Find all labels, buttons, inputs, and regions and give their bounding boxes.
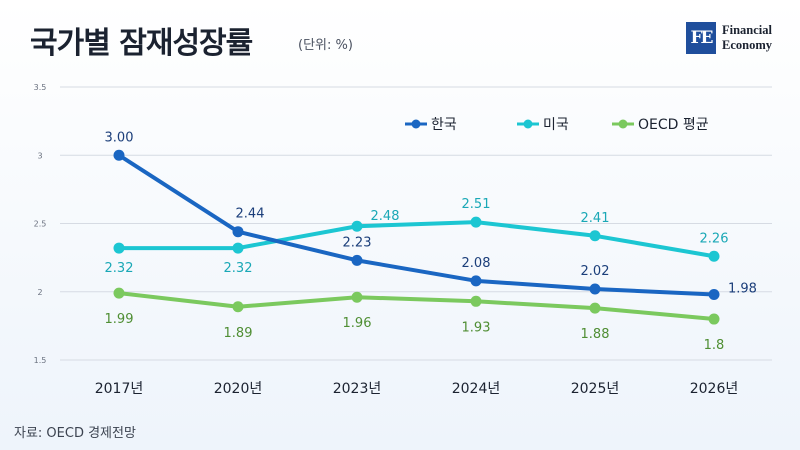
data-point — [351, 220, 363, 232]
legend-swatch-marker — [411, 119, 421, 129]
legend-swatch-marker — [523, 119, 533, 129]
legend-swatch-marker — [618, 119, 628, 129]
data-label: 1.89 — [224, 326, 253, 341]
data-label: 2.48 — [371, 209, 400, 224]
x-tick-label: 2017년 — [95, 381, 144, 397]
x-tick-label: 2020년 — [214, 381, 263, 397]
data-label: 1.88 — [581, 327, 610, 342]
data-label: 2.23 — [343, 235, 372, 250]
y-tick-label: 1.5 — [34, 356, 47, 365]
data-label: 1.8 — [704, 338, 725, 353]
data-point — [708, 250, 720, 262]
chart-title: 국가별 잠재성장률 — [30, 26, 253, 61]
data-label: 2.02 — [581, 264, 610, 279]
data-label: 2.41 — [581, 211, 610, 226]
data-label: 1.93 — [462, 320, 491, 335]
data-point — [589, 230, 601, 242]
series-line — [117, 291, 716, 322]
data-label: 1.96 — [343, 316, 372, 331]
logo-text: Financial Economy — [722, 23, 772, 53]
y-tick-label: 2 — [37, 288, 42, 297]
legend-label: 미국 — [543, 117, 569, 133]
data-point — [232, 226, 244, 238]
source-note: 자료: OECD 경제전망 — [14, 426, 136, 441]
data-point — [351, 291, 363, 303]
data-label: 2.44 — [236, 207, 265, 222]
y-tick-label: 3.5 — [34, 83, 47, 92]
data-point — [589, 283, 601, 295]
data-label: 2.32 — [224, 261, 253, 276]
financial-economy-logo: FE Financial Economy — [686, 22, 772, 54]
data-label: 1.99 — [105, 312, 134, 327]
y-tick-label: 3 — [37, 151, 42, 160]
data-point — [232, 242, 244, 254]
data-point — [708, 288, 720, 300]
data-label: 2.32 — [105, 261, 134, 276]
data-point — [708, 313, 720, 325]
data-point — [113, 149, 125, 161]
data-point — [113, 242, 125, 254]
data-point — [470, 295, 482, 307]
series-line — [117, 153, 716, 297]
data-label: 2.51 — [462, 197, 491, 212]
data-label: 3.00 — [105, 130, 134, 145]
data-point — [232, 301, 244, 313]
logo-text-line1: Financial — [722, 23, 773, 37]
unit-label: (단위: %) — [298, 38, 353, 53]
data-point — [351, 254, 363, 266]
x-tick-label: 2023년 — [333, 381, 382, 397]
data-point — [113, 287, 125, 299]
data-label: 1.98 — [728, 281, 757, 296]
logo-text-line2: Economy — [722, 38, 772, 52]
x-tick-label: 2024년 — [452, 381, 501, 397]
x-tick-label: 2025년 — [571, 381, 620, 397]
x-tick-label: 2026년 — [690, 381, 739, 397]
data-point — [589, 302, 601, 314]
series-line — [117, 220, 716, 259]
data-point — [470, 275, 482, 287]
legend-label: 한국 — [431, 117, 457, 133]
data-label: 2.26 — [700, 231, 729, 246]
data-point — [470, 216, 482, 228]
y-tick-label: 2.5 — [34, 220, 47, 229]
data-label: 2.08 — [462, 256, 491, 271]
fe-logo-icon: FE — [686, 22, 716, 54]
legend-label: OECD 평균 — [638, 117, 709, 133]
